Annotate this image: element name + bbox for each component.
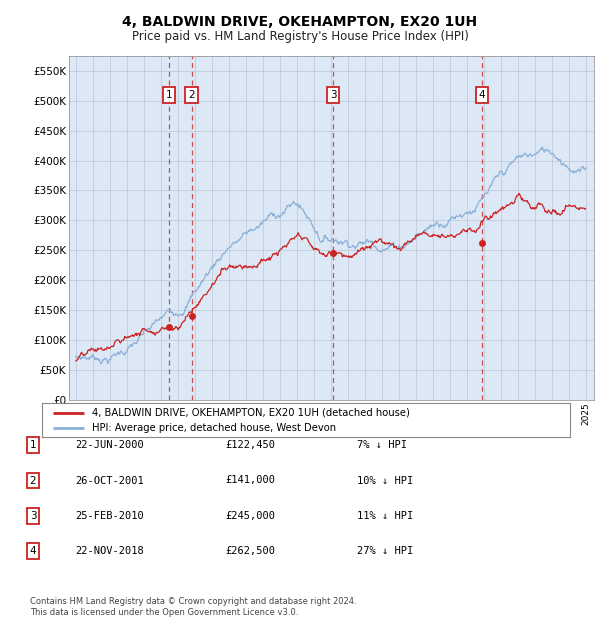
Text: 22-JUN-2000: 22-JUN-2000 bbox=[75, 440, 144, 450]
Text: £141,000: £141,000 bbox=[225, 476, 275, 485]
Text: 27% ↓ HPI: 27% ↓ HPI bbox=[357, 546, 413, 556]
Text: 22-NOV-2018: 22-NOV-2018 bbox=[75, 546, 144, 556]
Text: 11% ↓ HPI: 11% ↓ HPI bbox=[357, 511, 413, 521]
Text: 7% ↓ HPI: 7% ↓ HPI bbox=[357, 440, 407, 450]
Text: 2: 2 bbox=[29, 476, 37, 485]
Text: 1: 1 bbox=[29, 440, 37, 450]
Text: 1: 1 bbox=[166, 90, 172, 100]
Text: 4: 4 bbox=[29, 546, 37, 556]
Text: 3: 3 bbox=[330, 90, 337, 100]
Text: £262,500: £262,500 bbox=[225, 546, 275, 556]
Text: £245,000: £245,000 bbox=[225, 511, 275, 521]
Text: 2: 2 bbox=[188, 90, 195, 100]
Text: Price paid vs. HM Land Registry's House Price Index (HPI): Price paid vs. HM Land Registry's House … bbox=[131, 30, 469, 43]
Text: 4, BALDWIN DRIVE, OKEHAMPTON, EX20 1UH (detached house): 4, BALDWIN DRIVE, OKEHAMPTON, EX20 1UH (… bbox=[92, 407, 410, 417]
Text: £122,450: £122,450 bbox=[225, 440, 275, 450]
Text: HPI: Average price, detached house, West Devon: HPI: Average price, detached house, West… bbox=[92, 423, 336, 433]
Text: 3: 3 bbox=[29, 511, 37, 521]
Text: 26-OCT-2001: 26-OCT-2001 bbox=[75, 476, 144, 485]
Text: 25-FEB-2010: 25-FEB-2010 bbox=[75, 511, 144, 521]
Text: 10% ↓ HPI: 10% ↓ HPI bbox=[357, 476, 413, 485]
Text: Contains HM Land Registry data © Crown copyright and database right 2024.
This d: Contains HM Land Registry data © Crown c… bbox=[30, 598, 356, 617]
Text: 4, BALDWIN DRIVE, OKEHAMPTON, EX20 1UH: 4, BALDWIN DRIVE, OKEHAMPTON, EX20 1UH bbox=[122, 16, 478, 30]
Text: 4: 4 bbox=[479, 90, 485, 100]
